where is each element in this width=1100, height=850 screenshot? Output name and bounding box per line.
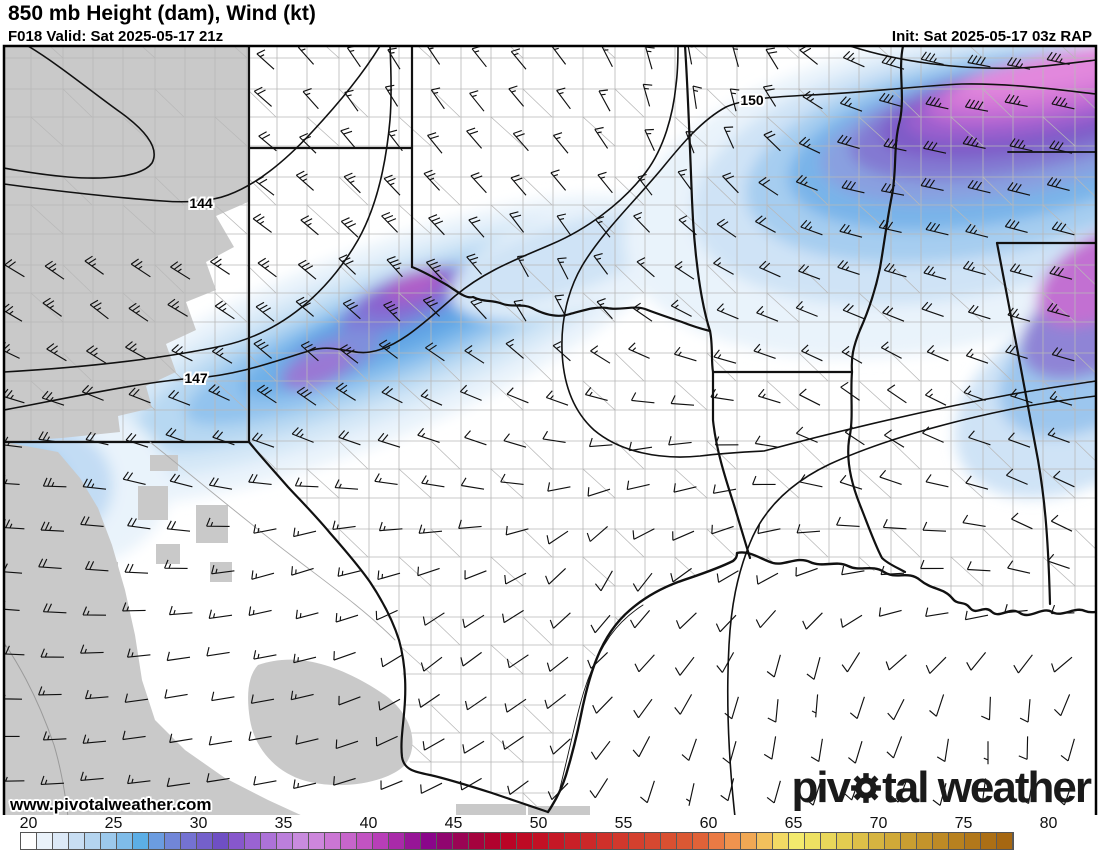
legend-cell-79kt bbox=[965, 833, 981, 849]
legend-cell-27kt bbox=[133, 833, 149, 849]
legend-cell-63kt bbox=[709, 833, 725, 849]
valid-time-label: F018 Valid: Sat 2025-05-17 21z bbox=[8, 28, 224, 45]
legend-tick-45: 45 bbox=[444, 815, 463, 832]
legend-cell-41kt bbox=[357, 833, 373, 849]
legend-cell-78kt bbox=[949, 833, 965, 849]
legend-cell-74kt bbox=[885, 833, 901, 849]
legend-cell-22kt bbox=[53, 833, 69, 849]
svg-text:150: 150 bbox=[740, 92, 764, 108]
legend-cell-42kt bbox=[373, 833, 389, 849]
legend-cell-30kt bbox=[181, 833, 197, 849]
legend-cell-24kt bbox=[85, 833, 101, 849]
legend-cell-44kt bbox=[405, 833, 421, 849]
legend-cell-51kt bbox=[517, 833, 533, 849]
legend-tick-80: 80 bbox=[1039, 815, 1058, 832]
legend-tick-25: 25 bbox=[104, 815, 123, 832]
legend-cell-37kt bbox=[293, 833, 309, 849]
legend-cell-46kt bbox=[437, 833, 453, 849]
legend-cell-35kt bbox=[261, 833, 277, 849]
gear-icon bbox=[849, 769, 883, 813]
legend-cell-34kt bbox=[245, 833, 261, 849]
legend-cell-29kt bbox=[165, 833, 181, 849]
legend-cell-52kt bbox=[533, 833, 549, 849]
legend-cell-48kt bbox=[469, 833, 485, 849]
legend-cell-36kt bbox=[277, 833, 293, 849]
legend-cell-70kt bbox=[821, 833, 837, 849]
legend-cell-56kt bbox=[597, 833, 613, 849]
legend-cell-80kt bbox=[981, 833, 997, 849]
legend-cell-67kt bbox=[773, 833, 789, 849]
legend-colorbar bbox=[20, 832, 1014, 850]
legend-tick-75: 75 bbox=[954, 815, 973, 832]
legend-cell-50kt bbox=[501, 833, 517, 849]
legend-cell-72kt bbox=[853, 833, 869, 849]
legend-cell-31kt bbox=[197, 833, 213, 849]
legend-tick-50: 50 bbox=[529, 815, 548, 832]
legend-tick-20: 20 bbox=[19, 815, 38, 832]
legend-cell-55kt bbox=[581, 833, 597, 849]
page-title: 850 mb Height (dam), Wind (kt) bbox=[8, 2, 316, 25]
legend-cell-28kt bbox=[149, 833, 165, 849]
legend-tick-40: 40 bbox=[359, 815, 378, 832]
legend-cell-65kt bbox=[741, 833, 757, 849]
wind-barbs-layer bbox=[4, 46, 1075, 806]
legend-cell-60kt bbox=[661, 833, 677, 849]
height-contours-layer bbox=[4, 46, 1096, 817]
init-time-label: Init: Sat 2025-05-17 03z RAP bbox=[891, 28, 1092, 45]
legend-cell-75kt bbox=[901, 833, 917, 849]
legend-cell-45kt bbox=[421, 833, 437, 849]
pivotal-weather-logo: piv tal weather bbox=[791, 763, 1092, 813]
legend-cell-40kt bbox=[341, 833, 357, 849]
wind-speed-legend: 20 25 30 35 40 45 50 55 60 65 70 75 80 bbox=[0, 815, 1100, 850]
legend-cell-71kt bbox=[837, 833, 853, 849]
legend-cell-53kt bbox=[549, 833, 565, 849]
legend-cell-21kt bbox=[37, 833, 53, 849]
legend-cell-73kt bbox=[869, 833, 885, 849]
legend-cell-64kt bbox=[725, 833, 741, 849]
legend-cell-76kt bbox=[917, 833, 933, 849]
legend-cell-81kt bbox=[997, 833, 1013, 849]
legend-cell-61kt bbox=[677, 833, 693, 849]
legend-tick-65: 65 bbox=[784, 815, 803, 832]
legend-cell-39kt bbox=[325, 833, 341, 849]
legend-cell-68kt bbox=[789, 833, 805, 849]
legend-cell-69kt bbox=[805, 833, 821, 849]
legend-cell-23kt bbox=[69, 833, 85, 849]
logo-text-tal-weather: tal weather bbox=[882, 763, 1092, 812]
legend-tick-60: 60 bbox=[699, 815, 718, 832]
legend-tick-30: 30 bbox=[189, 815, 208, 832]
legend-cell-32kt bbox=[213, 833, 229, 849]
legend-cell-26kt bbox=[117, 833, 133, 849]
watermark: www.pivotalweather.com bbox=[10, 795, 212, 814]
legend-cell-33kt bbox=[229, 833, 245, 849]
svg-text:147: 147 bbox=[184, 370, 208, 386]
legend-cell-47kt bbox=[453, 833, 469, 849]
legend-cell-57kt bbox=[613, 833, 629, 849]
logo-text-piv: piv bbox=[791, 763, 852, 812]
legend-cell-66kt bbox=[757, 833, 773, 849]
legend-cell-77kt bbox=[933, 833, 949, 849]
legend-tick-70: 70 bbox=[869, 815, 888, 832]
contour-labels-layer: 144 147 150 bbox=[182, 90, 766, 388]
legend-cell-38kt bbox=[309, 833, 325, 849]
legend-cell-54kt bbox=[565, 833, 581, 849]
legend-cell-49kt bbox=[485, 833, 501, 849]
legend-tick-55: 55 bbox=[614, 815, 633, 832]
legend-cell-62kt bbox=[693, 833, 709, 849]
legend-cell-20kt bbox=[21, 833, 37, 849]
svg-text:144: 144 bbox=[189, 195, 213, 211]
legend-cell-58kt bbox=[629, 833, 645, 849]
legend-cell-59kt bbox=[645, 833, 661, 849]
mexico-terrain-layer bbox=[4, 442, 590, 817]
legend-tick-35: 35 bbox=[274, 815, 293, 832]
legend-cell-43kt bbox=[389, 833, 405, 849]
legend-cell-25kt bbox=[101, 833, 117, 849]
